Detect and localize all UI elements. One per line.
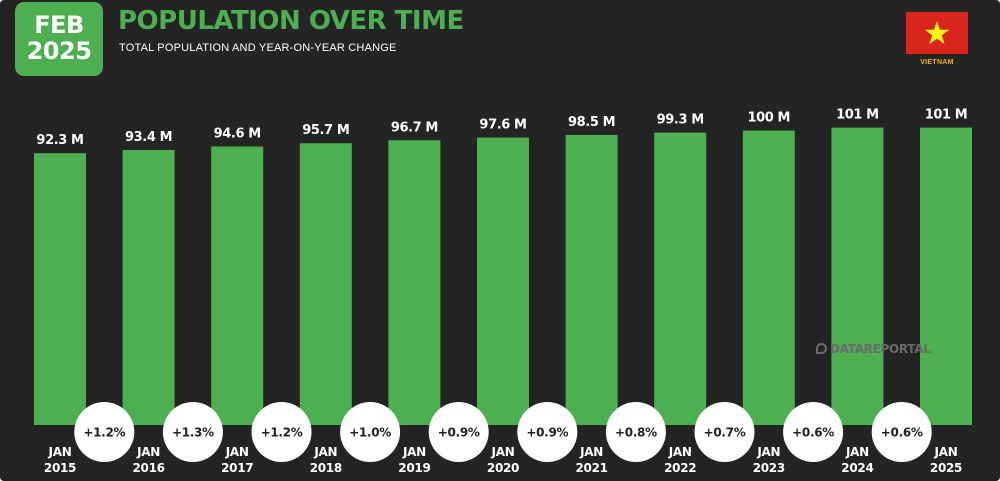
category-label-2-line-1: JAN	[136, 445, 160, 459]
category-label-7-line-1: JAN	[579, 445, 603, 459]
yoy-change-label-3: +1.2%	[261, 426, 303, 440]
category-label-3-line-1: JAN	[225, 445, 249, 459]
category-label-1-line-1: JAN	[48, 445, 72, 459]
category-label-8-line-2: 2022	[664, 461, 696, 475]
bar-8	[654, 132, 707, 426]
chart-subtitle: TOTAL POPULATION AND YEAR-ON-YEAR CHANGE	[119, 42, 397, 54]
date-badge: FEB 2025	[15, 2, 103, 76]
yoy-change-label-8: +0.7%	[704, 426, 746, 440]
category-label-10-line-2: 2024	[841, 461, 873, 475]
date-badge-month: FEB	[34, 11, 84, 39]
category-label-5-line-2: 2019	[398, 461, 430, 475]
yoy-change-label-6: +0.9%	[526, 426, 568, 440]
bar-10	[831, 127, 884, 426]
category-label-3-line-2: 2017	[221, 461, 253, 475]
watermark: DATAREPORTAL	[816, 342, 956, 362]
value-label-10: 101 M	[836, 108, 879, 123]
category-label-11-line-1: JAN	[934, 445, 958, 459]
datareportal-logo-icon	[816, 343, 827, 354]
bar-2	[122, 149, 175, 425]
category-label-11-line-2: 2025	[930, 461, 962, 475]
yoy-bubble-7	[605, 402, 666, 462]
value-label-3: 94.6 M	[214, 126, 261, 141]
yoy-change-label-1: +1.2%	[83, 426, 125, 440]
category-label-9-line-2: 2023	[753, 461, 785, 475]
bar-6	[477, 137, 529, 426]
yoy-bubble-9	[783, 402, 844, 462]
yoy-bubble-1	[74, 402, 135, 462]
value-label-1: 92.3 M	[36, 133, 83, 148]
category-label-4-line-2: 2018	[310, 461, 342, 475]
value-label-8: 99.3 M	[657, 113, 704, 128]
bar-9	[742, 130, 795, 425]
category-label-10-line-1: JAN	[845, 445, 869, 459]
yoy-change-label-2: +1.3%	[172, 426, 214, 440]
watermark-text: DATAREPORTAL	[830, 342, 931, 356]
yoy-bubble-3	[251, 402, 312, 462]
bar-1	[34, 153, 86, 425]
bar-11	[920, 127, 972, 426]
category-label-6-line-1: JAN	[491, 445, 515, 459]
bar-3	[211, 146, 264, 425]
value-label-7: 98.5 M	[568, 115, 615, 130]
category-label-2-line-2: 2016	[132, 461, 164, 475]
category-label-5-line-1: JAN	[402, 445, 426, 459]
value-label-2: 93.4 M	[125, 130, 172, 145]
yoy-bubble-2	[162, 402, 223, 462]
yoy-bubble-8	[694, 402, 755, 462]
yoy-bubble-10	[871, 402, 932, 462]
category-label-6-line-2: 2020	[487, 461, 519, 475]
value-label-6: 97.6 M	[479, 118, 526, 133]
yoy-bubble-5	[428, 402, 489, 462]
country-label: VIETNAM	[920, 59, 954, 66]
bar-4	[299, 143, 352, 425]
yoy-change-label-7: +0.8%	[615, 426, 657, 440]
chart-title: POPULATION OVER TIME	[118, 6, 464, 36]
category-label-4-line-1: JAN	[313, 445, 337, 459]
value-label-11: 101 M	[925, 108, 968, 123]
yoy-bubble-4	[340, 402, 401, 462]
yoy-bubble-6	[517, 402, 578, 462]
category-label-8-line-1: JAN	[668, 445, 692, 459]
category-label-1-line-2: 2015	[44, 461, 76, 475]
yoy-change-label-4: +1.0%	[349, 426, 391, 440]
yoy-change-label-9: +0.6%	[792, 426, 834, 440]
value-label-5: 96.7 M	[391, 120, 438, 135]
bar-7	[565, 134, 618, 425]
yoy-change-label-10: +0.6%	[881, 426, 923, 440]
value-label-4: 95.7 M	[302, 123, 349, 138]
vietnam-flag-icon	[906, 12, 968, 54]
category-label-9-line-1: JAN	[756, 445, 780, 459]
value-label-9: 100 M	[747, 111, 790, 126]
category-label-7-line-2: 2021	[575, 461, 607, 475]
date-badge-year: 2025	[26, 37, 92, 65]
bar-5	[388, 140, 441, 426]
yoy-change-label-5: +0.9%	[438, 426, 480, 440]
